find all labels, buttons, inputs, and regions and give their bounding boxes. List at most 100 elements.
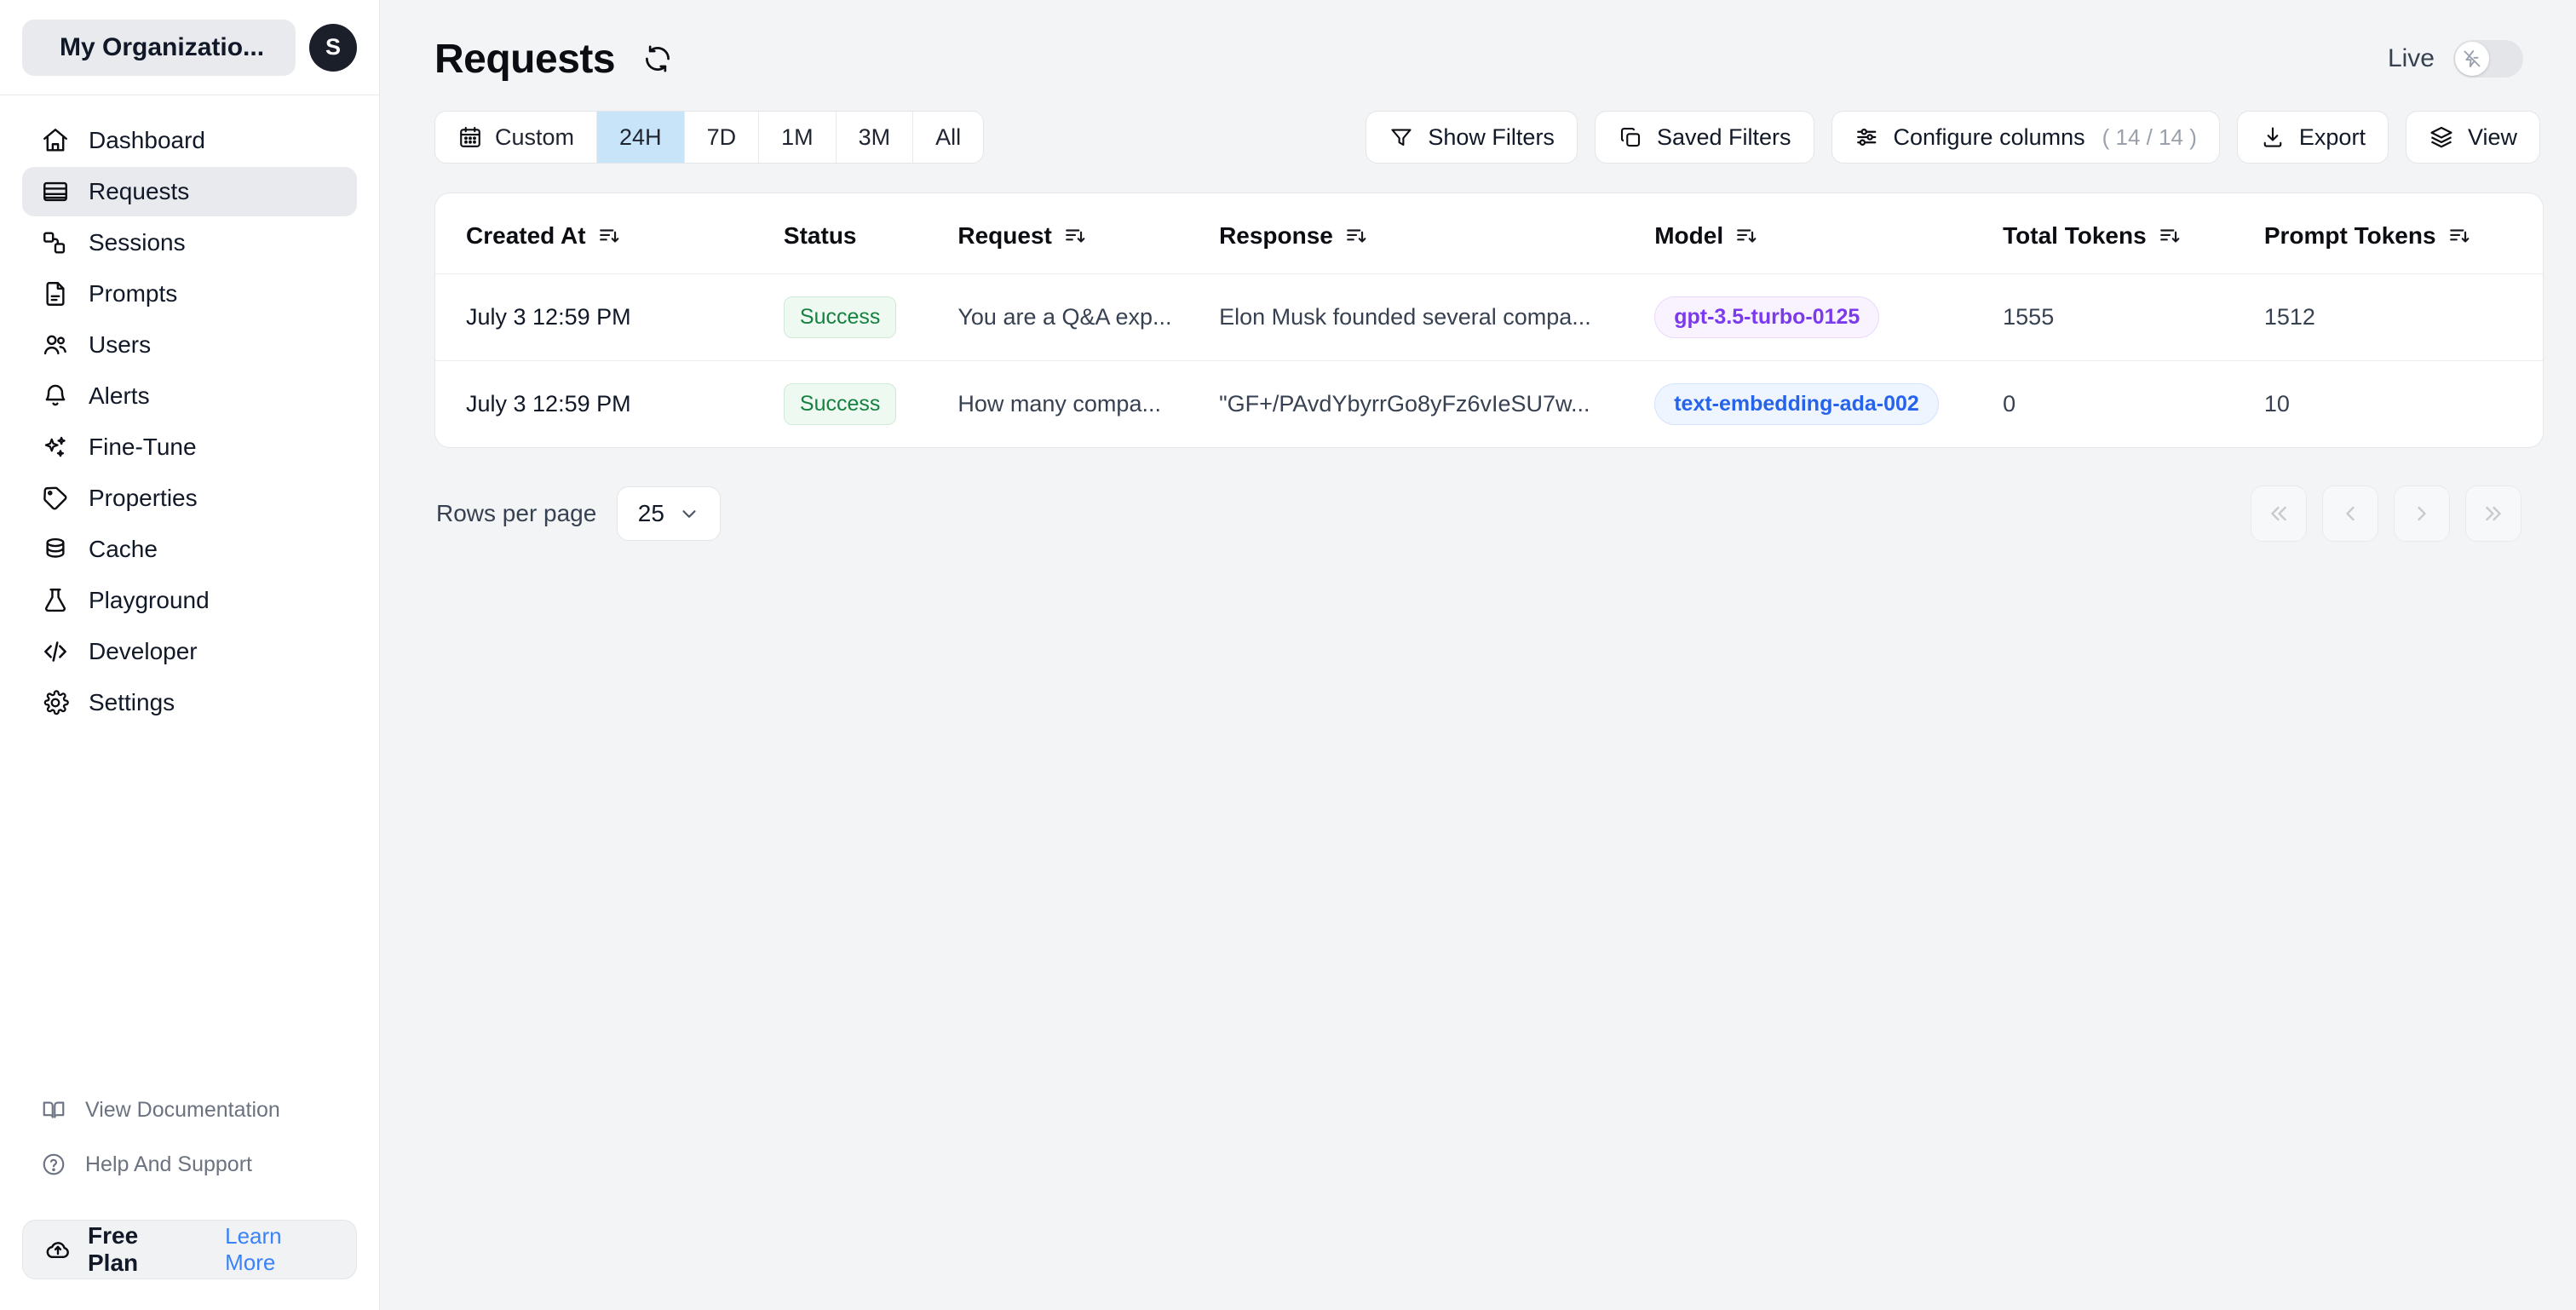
col-header-status[interactable]: Status (783, 193, 958, 274)
action-label: Saved Filters (1656, 124, 1791, 150)
range-custom-button[interactable]: Custom (435, 112, 598, 163)
view-documentation-link[interactable]: View Documentation (22, 1089, 357, 1131)
col-header-prompt-tokens[interactable]: Prompt Tokens (2263, 193, 2543, 274)
funnel-icon (1389, 124, 1414, 150)
sidebar-item-developer[interactable]: Developer (22, 627, 357, 676)
live-label: Live (2387, 44, 2435, 72)
sidebar-item-prompts[interactable]: Prompts (22, 269, 357, 319)
sort-icon (1737, 229, 1757, 243)
col-header-request[interactable]: Request (957, 193, 1220, 274)
cell-model: text-embedding-ada-002 (1654, 361, 2003, 448)
cell-created-at: July 3 12:59 PM (466, 391, 631, 417)
table-header-row: Created At Status Request (435, 193, 2543, 274)
chevron-left-icon (2346, 506, 2355, 521)
next-page-button[interactable] (2394, 486, 2450, 542)
cell-status: Success (783, 273, 958, 361)
sidebar-item-playground[interactable]: Playground (22, 576, 357, 625)
col-header-created-at[interactable]: Created At (435, 193, 784, 274)
table-head: Created At Status Request (435, 193, 2543, 274)
col-header-total-tokens[interactable]: Total Tokens (2003, 193, 2264, 274)
database-icon (41, 535, 70, 564)
range-1m-button[interactable]: 1M (759, 112, 837, 163)
table-body: July 3 12:59 PM Success You are a Q&A ex… (435, 273, 2543, 448)
toolbar: Custom 24H 7D 1M 3M All (434, 111, 2544, 164)
requests-table: Created At Status Request (435, 193, 2543, 447)
requests-table-card: Created At Status Request (434, 192, 2544, 448)
rows-per-page-value: 25 (637, 500, 664, 526)
toolbar-actions: Show Filters Saved Filters Configure col… (1366, 111, 2544, 164)
plan-label: Free Plan (88, 1222, 139, 1276)
sidebar-item-label: Requests (89, 178, 190, 204)
live-toggle[interactable] (2453, 40, 2523, 78)
sparkles-icon (41, 433, 70, 462)
cell-prompt-tokens: 1512 (2263, 273, 2543, 361)
table-row[interactable]: July 3 12:59 PM Success How many compa..… (435, 361, 2543, 448)
sidebar-item-cache[interactable]: Cache (22, 525, 357, 574)
range-label: 7D (706, 124, 737, 150)
view-button[interactable]: View (2405, 111, 2540, 164)
sidebar-item-sessions[interactable]: Sessions (22, 218, 357, 267)
cell-status: Success (783, 361, 957, 448)
column-label: Status (783, 222, 857, 249)
avatar[interactable]: S (309, 23, 357, 72)
range-3m-button[interactable]: 3M (836, 112, 914, 163)
org-name: My Organizatio... (60, 32, 265, 61)
last-page-button[interactable] (2465, 486, 2521, 542)
sidebar-item-users[interactable]: Users (22, 320, 357, 370)
org-header: My Organizatio... S (0, 0, 379, 95)
layers-icon (2429, 124, 2454, 150)
first-page-button[interactable] (2251, 486, 2307, 542)
range-all-button[interactable]: All (913, 112, 984, 163)
sidebar-nav: Dashboard Requests Sessions Prompts (0, 95, 379, 727)
table-row[interactable]: July 3 12:59 PM Success You are a Q&A ex… (435, 273, 2543, 361)
help-and-support-link[interactable]: Help And Support (22, 1143, 357, 1186)
sidebar-item-label: Alerts (89, 382, 150, 409)
action-label: Show Filters (1428, 124, 1555, 150)
col-header-model[interactable]: Model (1654, 193, 2004, 274)
refresh-icon[interactable] (639, 40, 676, 78)
learn-more-link[interactable]: Learn More (225, 1223, 282, 1275)
bell-icon (41, 382, 70, 411)
show-filters-button[interactable]: Show Filters (1366, 111, 1578, 164)
sort-icon (2159, 229, 2180, 243)
copy-icon (1618, 124, 1643, 150)
plan-badge[interactable]: Free Plan Learn More (22, 1220, 357, 1279)
rows-per-page-select[interactable]: 25 (617, 486, 722, 541)
export-button[interactable]: Export (2236, 111, 2389, 164)
sidebar-item-alerts[interactable]: Alerts (22, 371, 357, 421)
sort-icon (1066, 229, 1085, 243)
cell-request: You are a Q&A exp... (957, 273, 1220, 361)
range-24h-button[interactable]: 24H (597, 112, 685, 163)
range-label: All (935, 124, 962, 150)
blocks-icon (41, 228, 70, 257)
col-header-response[interactable]: Response (1219, 193, 1655, 274)
configure-columns-count: ( 14 / 14 ) (2102, 124, 2197, 150)
calendar-icon (457, 124, 483, 150)
sidebar-spacer (0, 727, 379, 1089)
cloud-upload-icon (43, 1235, 72, 1264)
sidebar-item-properties[interactable]: Properties (22, 474, 357, 523)
page-header: Requests Live (434, 32, 2544, 85)
sort-icon (2449, 229, 2469, 243)
double-chevron-left-icon (2271, 506, 2286, 521)
home-icon (41, 126, 70, 155)
action-label: Configure columns (1893, 124, 2085, 150)
sidebar-item-dashboard[interactable]: Dashboard (22, 116, 357, 165)
sidebar-item-settings[interactable]: Settings (22, 678, 357, 727)
prev-page-button[interactable] (2322, 486, 2378, 542)
org-switcher[interactable]: My Organizatio... (22, 19, 296, 76)
page-title: Requests (434, 36, 616, 82)
column-label: Model (1654, 222, 1724, 249)
cell-created-at: July 3 12:59 PM (435, 273, 784, 361)
question-circle-icon (41, 1152, 66, 1177)
column-label: Created At (466, 222, 586, 249)
cell-model: gpt-3.5-turbo-0125 (1654, 273, 2004, 361)
chevron-down-icon (678, 503, 700, 525)
saved-filters-button[interactable]: Saved Filters (1594, 111, 1814, 164)
sidebar-item-requests[interactable]: Requests (22, 167, 357, 216)
sidebar-item-label: Sessions (89, 229, 186, 256)
configure-columns-button[interactable]: Configure columns ( 14 / 14 ) (1831, 111, 2220, 164)
sidebar-item-fine-tune[interactable]: Fine-Tune (22, 422, 357, 472)
range-7d-button[interactable]: 7D (684, 112, 760, 163)
